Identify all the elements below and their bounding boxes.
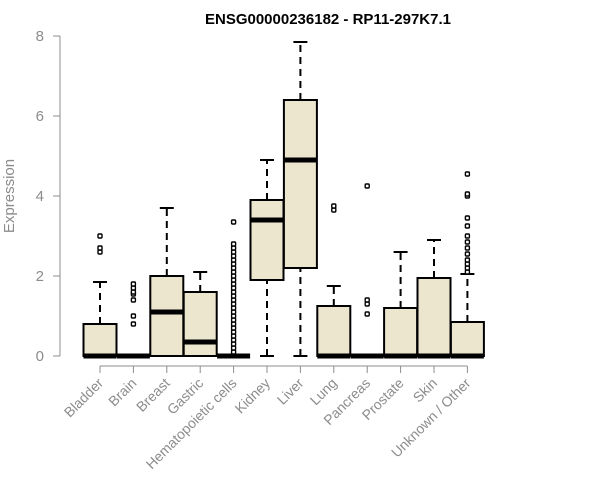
outlier-point bbox=[364, 297, 370, 303]
iqr-box bbox=[249, 199, 285, 281]
outlier-point bbox=[97, 245, 103, 251]
box-9 bbox=[350, 183, 384, 359]
y-tick-label: 8 bbox=[36, 28, 44, 45]
y-tick-label: 4 bbox=[36, 188, 44, 205]
outlier-point bbox=[464, 223, 471, 229]
y-axis-label: Expression bbox=[1, 159, 18, 233]
x-category-label: Kidney bbox=[232, 375, 274, 417]
y-tick-label: 6 bbox=[36, 108, 44, 125]
outlier-point bbox=[464, 233, 471, 239]
iqr-box bbox=[316, 305, 352, 357]
outlier-point bbox=[464, 239, 471, 245]
outlier-point bbox=[130, 297, 137, 303]
box-10 bbox=[383, 251, 419, 359]
box-1 bbox=[82, 233, 118, 359]
outlier-point bbox=[364, 311, 370, 317]
outlier-point bbox=[130, 281, 137, 287]
outlier-point bbox=[230, 241, 237, 247]
x-category-label: Bladder bbox=[61, 375, 107, 421]
iqr-box bbox=[449, 321, 485, 357]
outlier-point bbox=[464, 171, 471, 177]
box-12 bbox=[449, 171, 485, 359]
iqr-box bbox=[383, 307, 419, 357]
outlier-point bbox=[464, 245, 471, 251]
iqr-box bbox=[149, 275, 185, 357]
outlier-point bbox=[464, 191, 471, 197]
iqr-box bbox=[82, 323, 118, 357]
outlier-point bbox=[331, 203, 337, 209]
box-11 bbox=[416, 239, 452, 359]
y-axis: 0 2 4 6 8 bbox=[36, 28, 61, 365]
outlier-point bbox=[130, 321, 137, 327]
outlier-point bbox=[464, 251, 471, 257]
box-6 bbox=[249, 159, 285, 357]
y-tick-label: 2 bbox=[36, 268, 44, 285]
iqr-box bbox=[182, 291, 218, 357]
iqr-box bbox=[416, 277, 452, 357]
outlier-point bbox=[464, 257, 471, 263]
boxes-group bbox=[82, 41, 485, 359]
outlier-point bbox=[364, 183, 370, 189]
chart-title: ENSG00000236182 - RP11-297K7.1 bbox=[205, 11, 451, 28]
outlier-point bbox=[130, 313, 137, 319]
box-5 bbox=[217, 219, 251, 359]
outlier-point bbox=[97, 233, 103, 239]
box-3 bbox=[149, 207, 185, 357]
box-8 bbox=[316, 203, 352, 359]
outlier-point bbox=[230, 219, 237, 225]
box-7 bbox=[282, 41, 318, 357]
y-tick-label: 0 bbox=[36, 348, 44, 365]
iqr-box bbox=[282, 99, 318, 269]
x-category-label: Liver bbox=[274, 375, 307, 408]
box-4 bbox=[182, 271, 218, 357]
outlier-point bbox=[464, 215, 471, 221]
box-2 bbox=[116, 281, 150, 359]
